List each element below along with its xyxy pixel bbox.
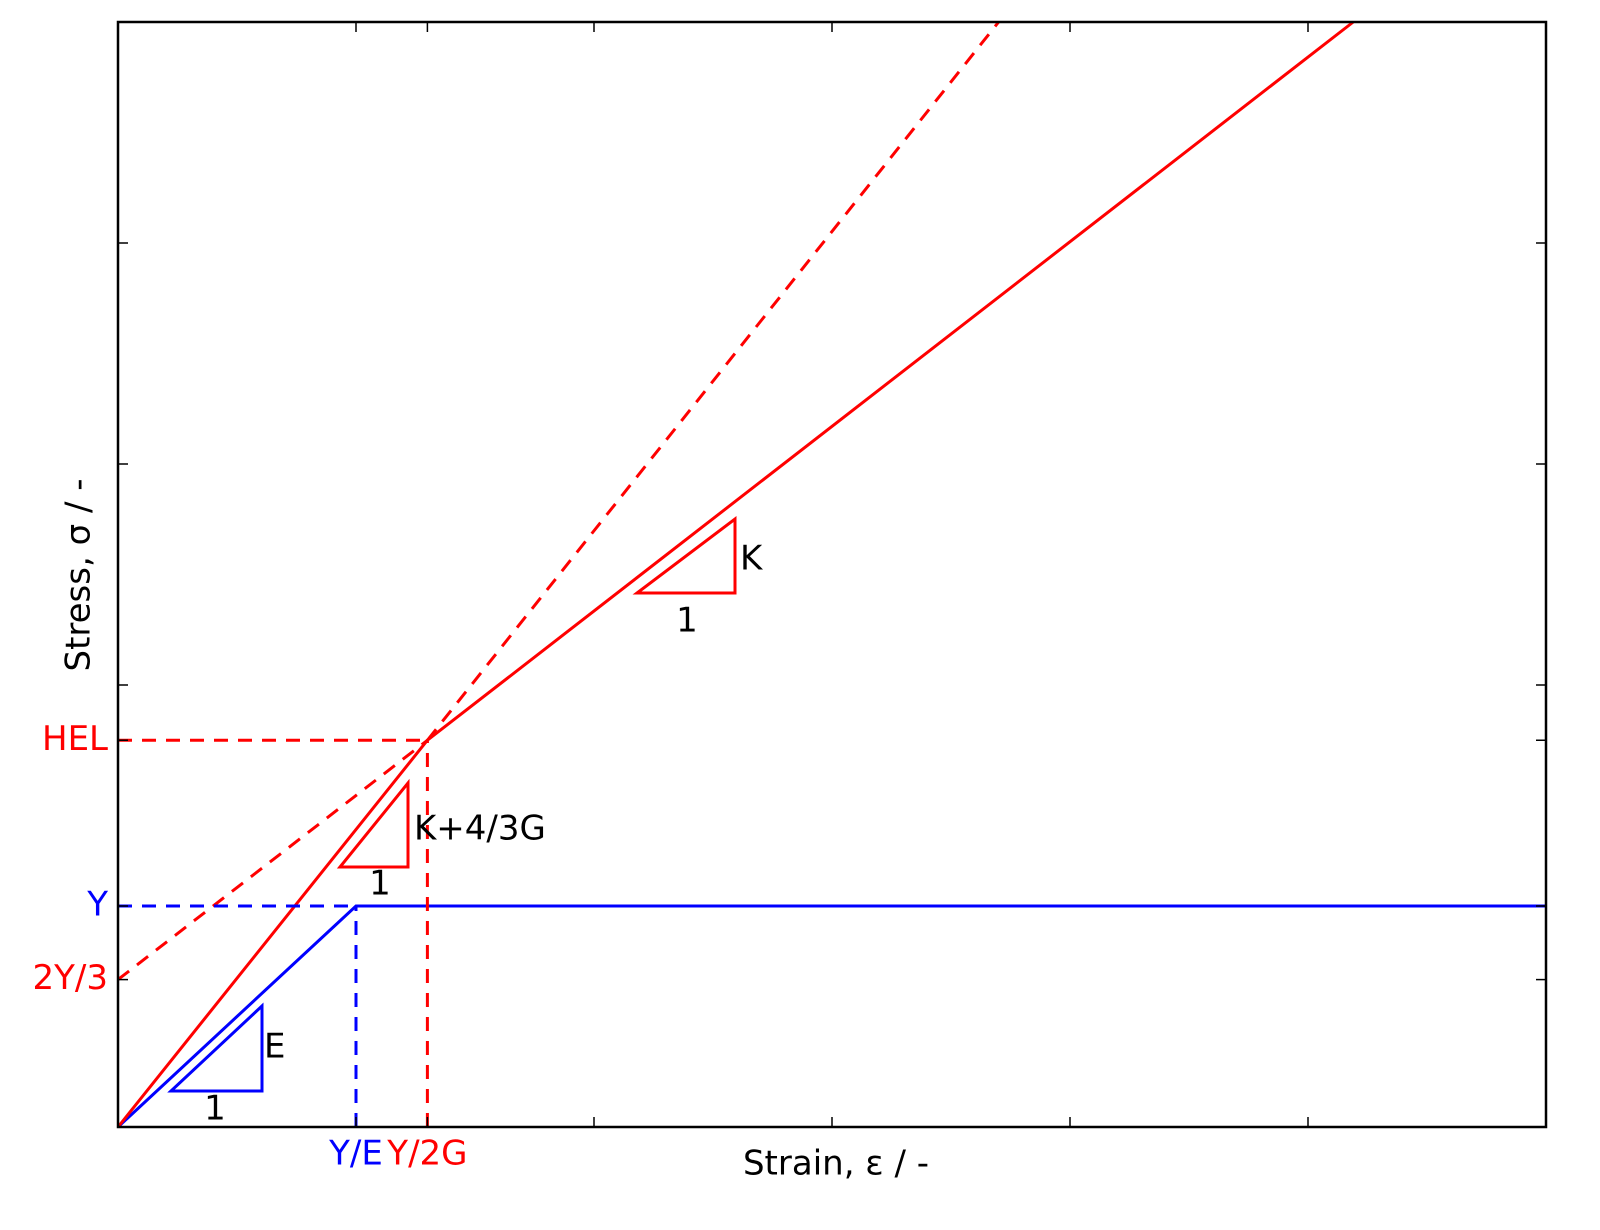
line [426,21,1000,742]
y-axis-label: Stress, σ / - [59,479,99,672]
slope-triangle [632,515,737,595]
x-axis-label: Strain, ε / - [743,1144,929,1184]
annotation: 1 [369,864,391,904]
slope-triangle [167,1002,264,1093]
annotation: 1 [204,1089,226,1129]
annotation: 1 [676,601,698,641]
line [116,904,1546,1129]
annotation: K+4/3G [414,809,546,849]
y-tick-label: Y [86,885,108,925]
plot-frame [116,20,1548,1129]
slope-triangle [336,778,410,869]
annotation: K [740,539,764,579]
y-tick-label: 2Y/3 [33,958,109,998]
line [117,739,429,981]
y-tick-label: HEL [42,719,108,759]
x-tick-label: Y/2G [386,1134,467,1174]
annotation: E [264,1027,285,1067]
x-tick-label: Y/E [328,1134,383,1174]
